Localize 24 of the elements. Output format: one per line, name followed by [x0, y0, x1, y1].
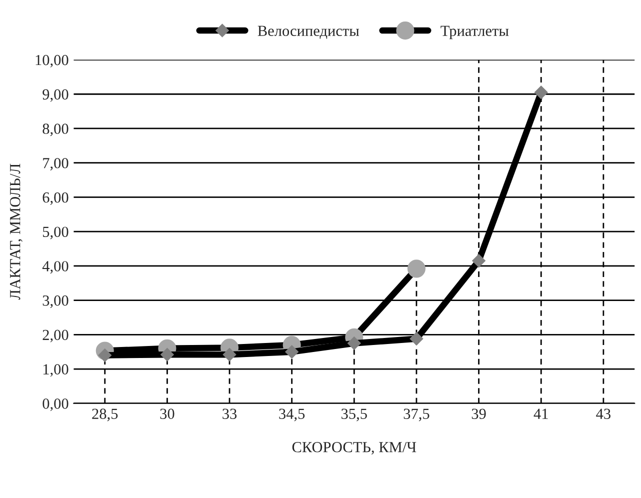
y-tick-label: 6,00: [42, 192, 68, 205]
x-tick-label: 39: [472, 408, 486, 419]
legend-label: Триатлеты: [440, 26, 509, 40]
y-tick-label: 2,00: [42, 330, 68, 342]
y-tick-label: 10,00: [36, 54, 68, 68]
x-tick-label: 35,5: [342, 408, 367, 422]
x-tick-label: 33: [222, 408, 237, 419]
y-tick-label: 5,00: [43, 226, 68, 240]
y-tick-label: 4,00: [42, 261, 68, 274]
y-axis-title: ЛАКТАТ, ММОЛЬ/Л: [10, 164, 22, 300]
y-tick-label: 7,00: [43, 158, 68, 170]
x-axis-title: СКОРОСТЬ, КМ/Ч: [292, 442, 416, 454]
x-tick-label: 37,5: [404, 408, 430, 422]
y-tick-label: 3,00: [42, 295, 68, 308]
y-tick-label: 9,00: [42, 89, 68, 102]
y-tick-label: 0,00: [42, 398, 68, 412]
legend-label: Велосипедисты: [258, 26, 360, 39]
x-tick-label: 41: [534, 408, 548, 419]
y-tick-label: 8,00: [42, 124, 68, 136]
x-tick-label: 30: [160, 408, 174, 419]
x-tick-label: 43: [596, 408, 610, 419]
x-tick-label: 34,5: [279, 408, 305, 422]
x-tick-label: 28,5: [92, 408, 118, 422]
y-tick-label: 1,00: [43, 364, 68, 377]
